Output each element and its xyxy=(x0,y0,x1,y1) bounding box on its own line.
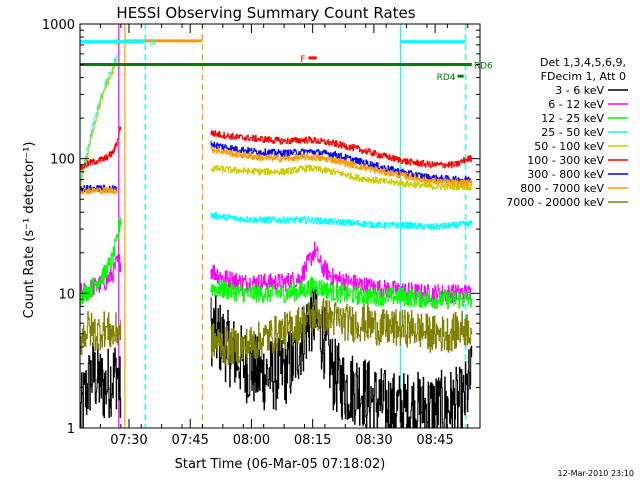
series-line-7000-20000-kev-seg0 xyxy=(80,310,122,356)
legend-entry-label: 300 - 800 keV xyxy=(527,168,604,181)
axes-layer: 1 10 100 1000 07:30 07:45 08:00 08:15 08:30 08:45 xyxy=(42,18,481,448)
series-line-6-12-kev-seg1 xyxy=(210,241,473,304)
x-tick-label: 07:30 xyxy=(110,433,147,448)
series-line-50-100-kev-seg1 xyxy=(210,164,473,191)
chart-title: HESSI Observing Summary Count Rates xyxy=(116,4,415,22)
series-line-3-6-kev-seg0 xyxy=(80,342,122,429)
legend-entry-label: 25 - 50 keV xyxy=(541,126,604,139)
plot-data-layer: SNFRD6RD4 xyxy=(79,24,493,429)
x-tick-label: 08:30 xyxy=(355,433,392,448)
legend-entry-label: 50 - 100 keV xyxy=(534,140,604,153)
series-line-300-800-kev-seg1 xyxy=(210,140,473,184)
x-axis-label: Start Time (06-Mar-05 07:18:02) xyxy=(175,457,386,472)
series-line-12-25-kev-seg1 xyxy=(210,276,473,310)
y-axis-label: Count Rate (s⁻¹ detector⁻¹) xyxy=(22,142,37,319)
legend-header-line: Det 1,3,4,5,6,9, xyxy=(540,56,626,69)
y-tick-label: 10 xyxy=(58,287,75,302)
flag-label-rd4: RD4 xyxy=(437,73,456,83)
y-tick-label: 1000 xyxy=(42,18,75,33)
x-tick-label: 08:15 xyxy=(294,433,331,448)
legend: Det 1,3,4,5,6,9,FDecim 1, Att 03 - 6 keV… xyxy=(506,56,628,209)
flag-label-rd6: RD6 xyxy=(474,62,493,72)
series-line-100-300-kev-seg0 xyxy=(80,126,122,171)
x-tick-label: 08:00 xyxy=(233,433,270,448)
y-tick-label: 100 xyxy=(50,153,75,168)
series-line-12-25-kev-seg0 xyxy=(80,216,122,306)
series-line-100-300-kev-seg1 xyxy=(210,130,473,169)
plot-frame xyxy=(79,23,481,429)
series-line-7000-20000-kev-seg1 xyxy=(210,298,473,367)
legend-entry-label: 6 - 12 keV xyxy=(548,98,604,111)
footer-timestamp: 12-Mar-2010 23:10 xyxy=(558,469,635,478)
series-line-800-7000-kev-seg0 xyxy=(80,187,118,195)
series-line-3-6-kev-seg1 xyxy=(210,278,473,429)
legend-entry-label: 100 - 300 keV xyxy=(527,154,604,167)
series-line-800-7000-kev-seg1 xyxy=(210,145,473,187)
legend-entry-label: 800 - 7000 keV xyxy=(520,182,604,195)
legend-header-line: FDecim 1, Att 0 xyxy=(541,70,626,83)
flag-label-f: F xyxy=(300,55,305,65)
y-tick-label: 1 xyxy=(67,422,75,437)
legend-entry-label: 7000 - 20000 keV xyxy=(506,196,604,209)
x-tick-label: 08:45 xyxy=(416,433,453,448)
x-tick-label: 07:45 xyxy=(171,433,208,448)
legend-entry-label: 12 - 25 keV xyxy=(541,112,604,125)
flag-label-n: N xyxy=(149,39,156,49)
legend-entry-label: 3 - 6 keV xyxy=(555,84,604,97)
series-line-25-50-kev-seg1 xyxy=(210,212,473,230)
series-line-50-100-kev-seg0 xyxy=(80,59,118,186)
